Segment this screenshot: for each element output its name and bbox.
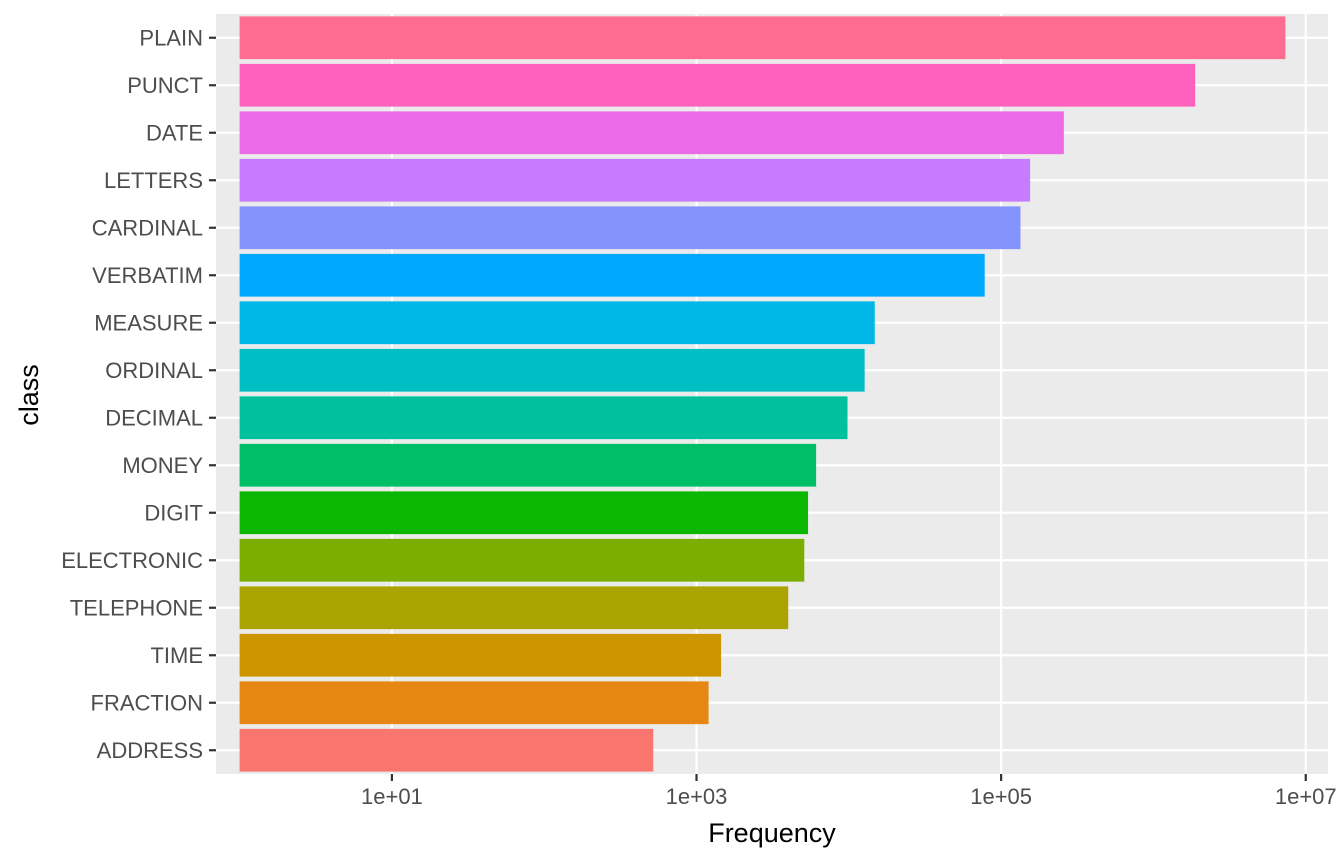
bar-fraction [239, 681, 709, 725]
y-tick-label: DATE [146, 120, 203, 145]
bar-decimal [239, 396, 848, 440]
bar-ordinal [239, 348, 865, 392]
x-tick-label: 1e+03 [666, 784, 728, 809]
bar-money [239, 443, 817, 487]
bar-digit [239, 491, 809, 535]
bar-address [239, 728, 654, 772]
x-axis-title: Frequency [708, 818, 836, 848]
y-tick-label: CARDINAL [92, 215, 203, 240]
y-tick-label: PLAIN [139, 25, 203, 50]
y-tick-label: MONEY [122, 453, 203, 478]
y-tick-label: DECIMAL [105, 405, 203, 430]
y-tick-label: TELEPHONE [70, 595, 203, 620]
x-axis: 1e+01 1e+03 1e+05 1e+07 [361, 774, 1337, 809]
y-axis-title: class [14, 364, 44, 426]
bar-letters [239, 158, 1031, 202]
bar-measure [239, 301, 875, 345]
y-tick-label: ORDINAL [105, 358, 203, 383]
bar-telephone [239, 586, 789, 630]
x-tick-label: 1e+07 [1275, 784, 1337, 809]
bar-plain [239, 16, 1286, 60]
y-tick-label: MEASURE [94, 310, 203, 335]
y-tick-label: FRACTION [91, 690, 203, 715]
y-axis: PLAIN PUNCT DATE LETTERS CARDINAL VERBATIM MEA… [61, 25, 216, 763]
bar-punct [239, 63, 1196, 107]
bar-electronic [239, 538, 805, 582]
x-tick-label: 1e+05 [970, 784, 1032, 809]
bar-verbatim [239, 253, 985, 297]
bar-time [239, 633, 722, 677]
y-tick-label: ELECTRONIC [61, 548, 203, 573]
y-tick-label: PUNCT [127, 73, 203, 98]
y-tick-label: VERBATIM [92, 263, 203, 288]
bar-cardinal [239, 206, 1021, 250]
y-tick-label: ADDRESS [97, 738, 203, 763]
y-tick-label: DIGIT [144, 500, 203, 525]
bar-date [239, 111, 1064, 155]
y-tick-label: LETTERS [104, 168, 203, 193]
bars [239, 16, 1286, 772]
x-tick-label: 1e+01 [361, 784, 423, 809]
y-tick-label: TIME [150, 643, 203, 668]
